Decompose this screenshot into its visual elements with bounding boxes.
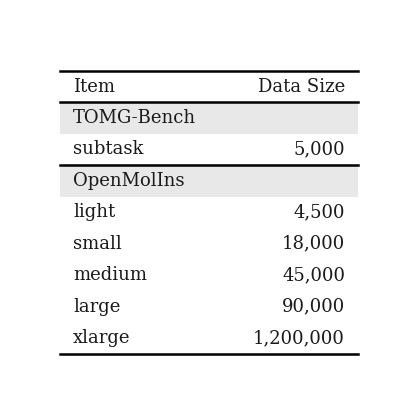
Bar — [60, 165, 358, 197]
Text: 18,000: 18,000 — [282, 235, 345, 253]
Bar — [60, 322, 358, 354]
Text: Data Size: Data Size — [258, 78, 345, 95]
Text: small: small — [73, 235, 122, 253]
Bar — [60, 291, 358, 322]
Text: large: large — [73, 297, 120, 315]
Text: TOMG-Bench: TOMG-Bench — [73, 109, 196, 127]
Text: subtask: subtask — [73, 140, 144, 158]
Text: medium: medium — [73, 266, 147, 284]
Bar — [60, 197, 358, 228]
Text: 4,500: 4,500 — [294, 203, 345, 221]
Text: 90,000: 90,000 — [282, 297, 345, 315]
Text: Item: Item — [73, 78, 115, 95]
Bar — [60, 134, 358, 165]
Bar — [60, 71, 358, 102]
Text: 45,000: 45,000 — [282, 266, 345, 284]
Text: 1,200,000: 1,200,000 — [253, 329, 345, 347]
Text: OpenMolIns: OpenMolIns — [73, 172, 185, 190]
Text: xlarge: xlarge — [73, 329, 131, 347]
Bar — [60, 102, 358, 134]
Bar — [60, 259, 358, 291]
Text: 5,000: 5,000 — [293, 140, 345, 158]
Bar — [60, 228, 358, 259]
Text: light: light — [73, 203, 115, 221]
